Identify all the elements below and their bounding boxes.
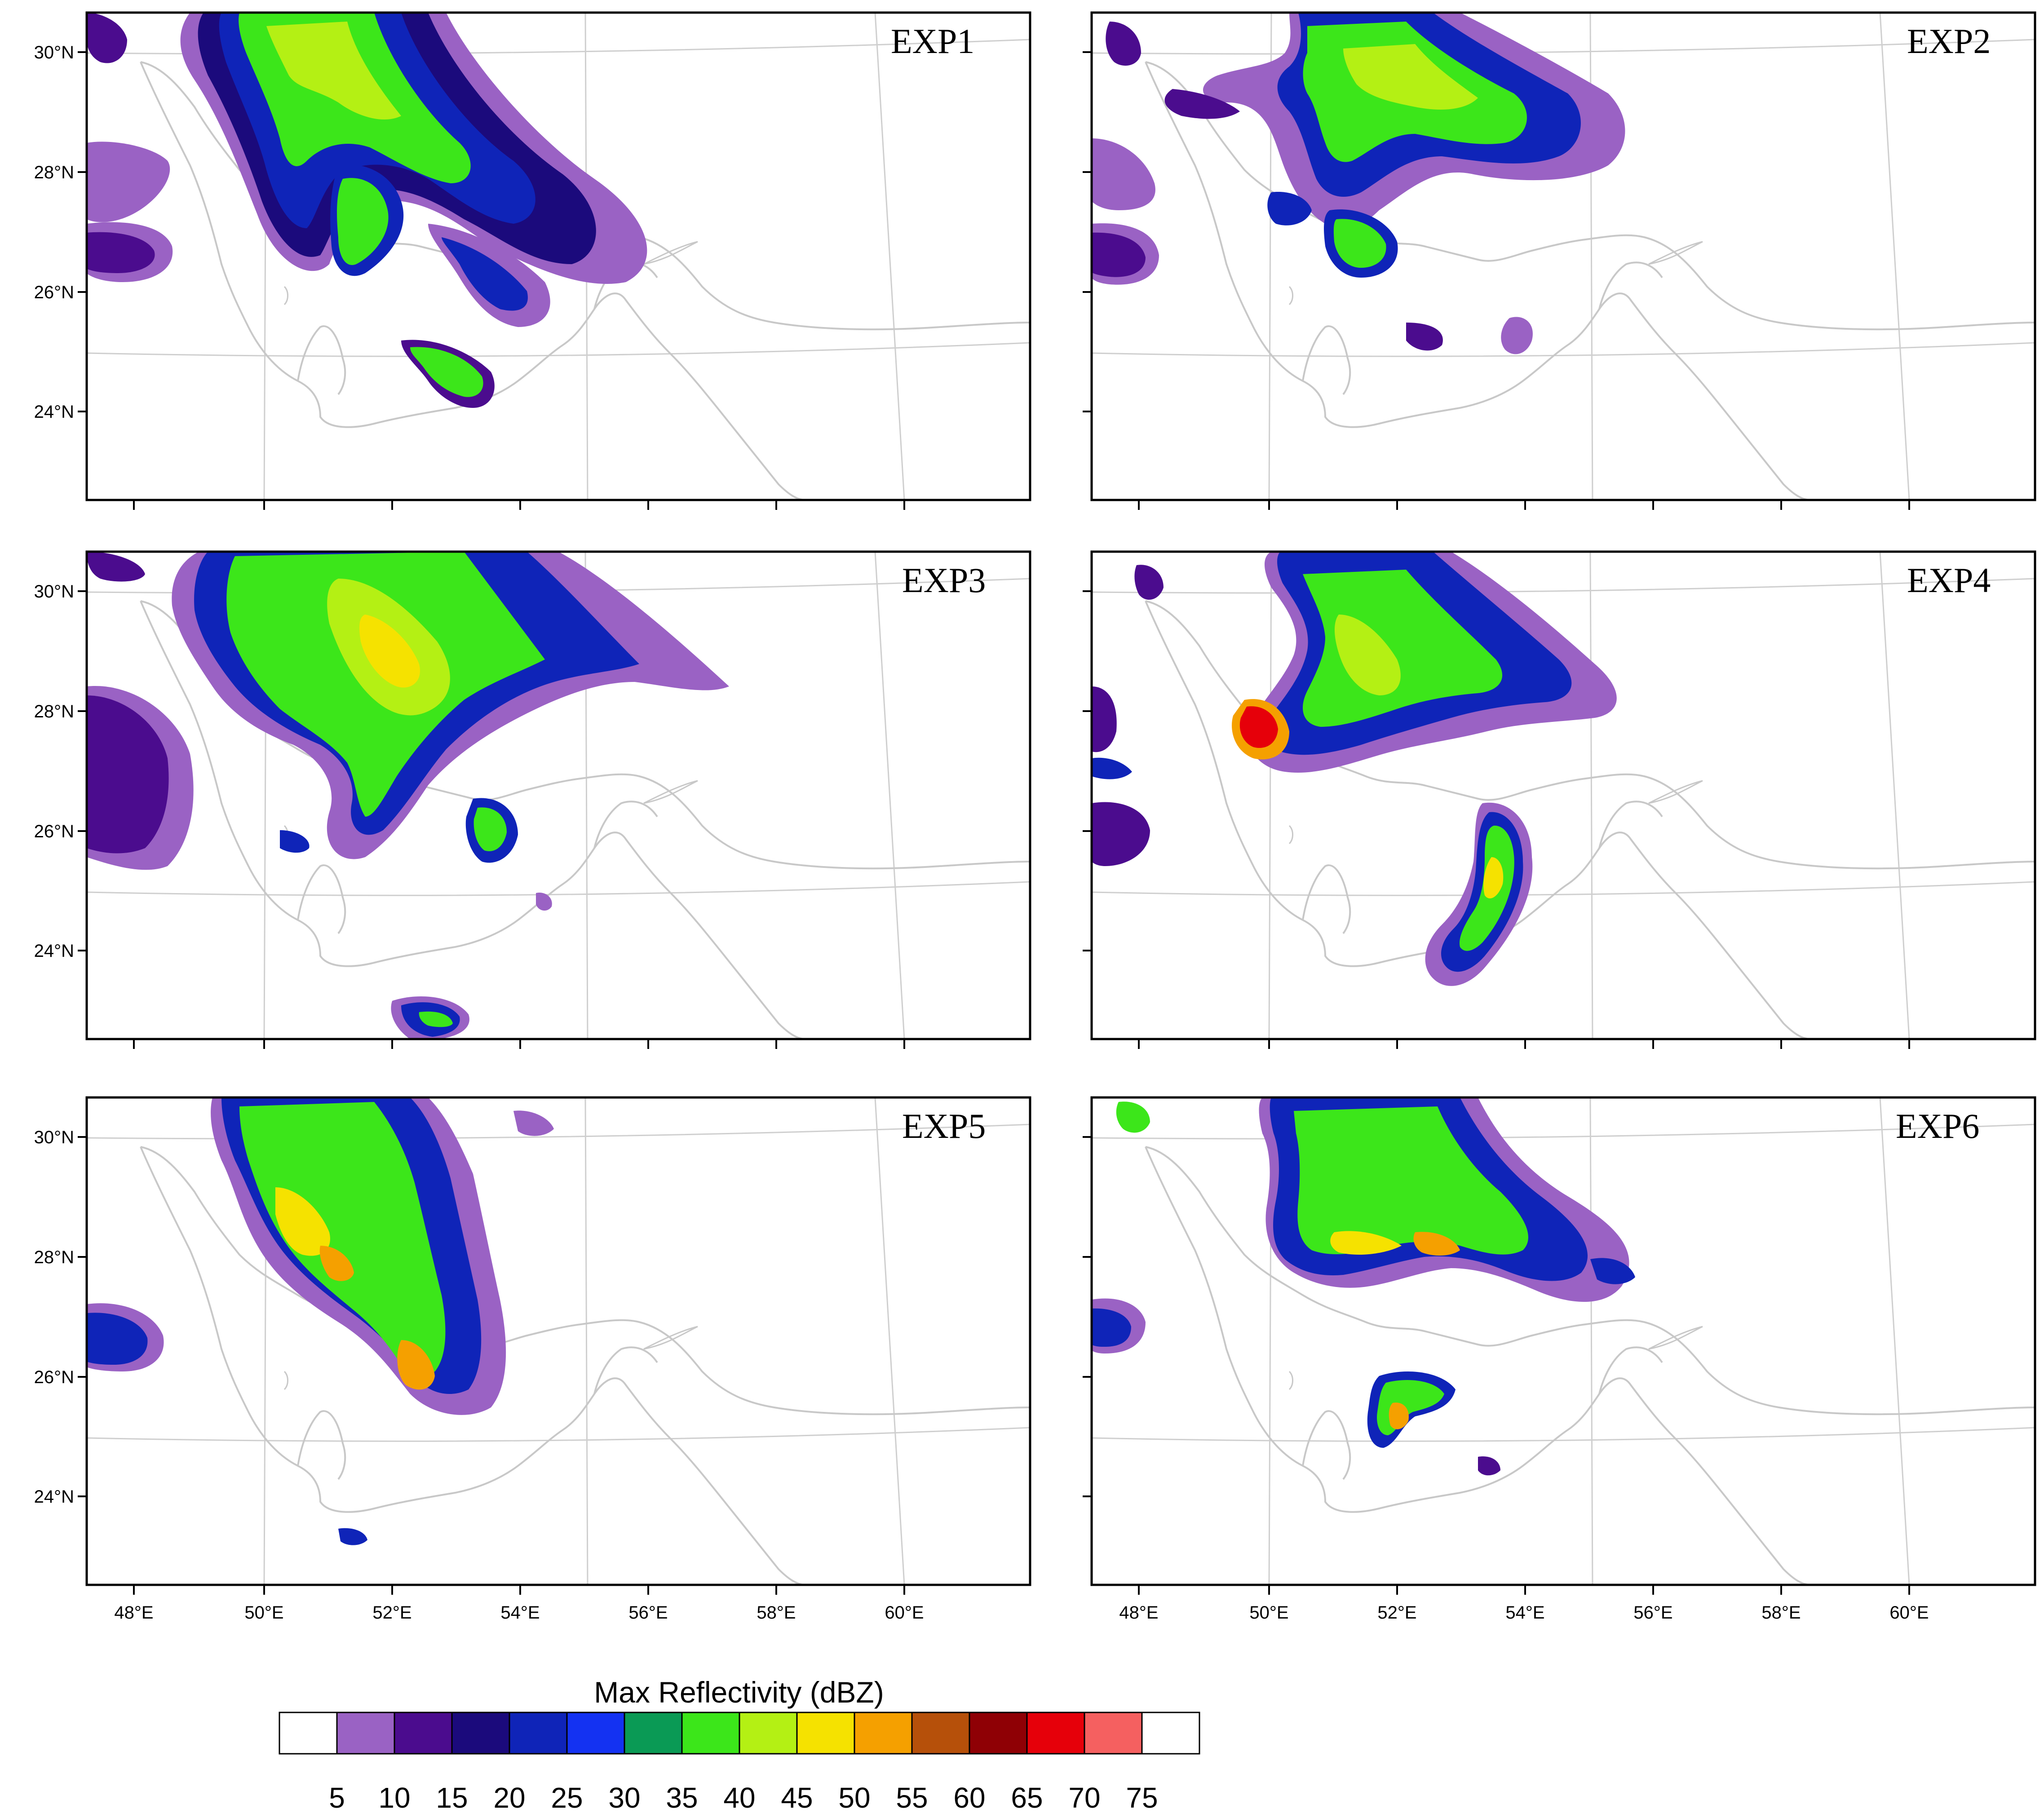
colorbar-tick-label: 70 <box>1068 1782 1100 1814</box>
lat-label: 30°N <box>34 1128 74 1147</box>
panel-exp4-label: EXP4 <box>1907 561 1991 600</box>
colorbar-tick-label: 35 <box>666 1782 698 1814</box>
colorbar-box <box>681 1712 740 1755</box>
panel-exp6-map <box>1092 1097 2035 1585</box>
colorbar-box <box>451 1712 510 1755</box>
panel-exp3: EXP3 <box>85 550 1031 1040</box>
lon-label: 58°E <box>757 1603 796 1623</box>
colorbar-title: Max Reflectivity (dBZ) <box>594 1676 884 1709</box>
colorbar-box <box>566 1712 625 1755</box>
lat-label: 28°N <box>34 1247 74 1267</box>
panel-exp5: EXP5 <box>85 1096 1031 1586</box>
colorbar-tick-label: 50 <box>838 1782 870 1814</box>
panel-exp3-map <box>87 552 1030 1039</box>
axes-layer: 30°N 28°N 26°N 24°N 30°N 28°N 26°N 24°N 30°N 28°N… <box>34 43 1929 1623</box>
colorbar-box <box>509 1712 568 1755</box>
colorbar-box <box>336 1712 395 1755</box>
lon-label: 48°E <box>1119 1603 1158 1623</box>
panel-exp3-label: EXP3 <box>902 561 986 600</box>
colorbar-boxes <box>279 1712 1200 1755</box>
colorbar-box <box>394 1712 453 1755</box>
colorbar-box <box>1141 1712 1200 1755</box>
colorbar: Max Reflectivity (dBZ) 5 10 15 20 25 30 35 40 45… <box>279 1676 1200 1814</box>
lat-label: 24°N <box>34 1487 74 1507</box>
lat-label: 24°N <box>34 941 74 961</box>
lon-label: 58°E <box>1761 1603 1801 1623</box>
panel-exp5-label: EXP5 <box>902 1106 986 1146</box>
panel-exp5-map <box>87 1097 1030 1585</box>
lon-label: 50°E <box>244 1603 283 1623</box>
lon-label: 52°E <box>372 1603 411 1623</box>
colorbar-tick-label: 15 <box>436 1782 468 1814</box>
panel-exp5-frame <box>85 1096 1031 1586</box>
panel-exp6-label: EXP6 <box>1896 1106 1979 1146</box>
lon-label: 48°E <box>114 1603 153 1623</box>
lon-label: 50°E <box>1249 1603 1288 1623</box>
lon-label: 56°E <box>628 1603 668 1623</box>
lon-label: 52°E <box>1377 1603 1416 1623</box>
panel-exp1-map <box>87 13 1030 500</box>
colorbar-box <box>911 1712 970 1755</box>
panel-exp2-frame <box>1090 11 2036 501</box>
colorbar-tick-label: 30 <box>608 1782 640 1814</box>
lat-label: 30°N <box>34 43 74 62</box>
colorbar-tick-label: 45 <box>781 1782 813 1814</box>
lat-label: 24°N <box>34 402 74 422</box>
colorbar-ticks: 5 10 15 20 25 30 35 40 45 50 55 60 65 70 75 <box>329 1782 1158 1814</box>
colorbar-tick-label: 40 <box>723 1782 755 1814</box>
colorbar-tick-label: 20 <box>493 1782 525 1814</box>
panel-exp1-label: EXP1 <box>891 22 974 61</box>
colorbar-tick-label: 5 <box>329 1782 345 1814</box>
lon-label: 60°E <box>1889 1603 1929 1623</box>
colorbar-tick-label: 25 <box>551 1782 583 1814</box>
lat-label: 30°N <box>34 582 74 602</box>
colorbar-tick-label: 60 <box>953 1782 985 1814</box>
lat-label: 26°N <box>34 822 74 841</box>
colorbar-tick-label: 65 <box>1011 1782 1043 1814</box>
colorbar-box <box>279 1712 338 1755</box>
lon-label: 54°E <box>1505 1603 1544 1623</box>
lon-label: 60°E <box>885 1603 924 1623</box>
colorbar-box <box>1084 1712 1143 1755</box>
panel-exp3-frame <box>85 550 1031 1040</box>
panel-exp4-map <box>1092 552 2035 1039</box>
lat-label: 26°N <box>34 1367 74 1387</box>
colorbar-box <box>739 1712 798 1755</box>
panel-exp2-map <box>1092 13 2035 500</box>
colorbar-box <box>624 1712 683 1755</box>
panel-exp6: EXP6 <box>1090 1096 2036 1586</box>
panel-exp1-frame <box>85 11 1031 501</box>
colorbar-box <box>854 1712 913 1755</box>
lat-label: 28°N <box>34 702 74 721</box>
lat-label: 28°N <box>34 163 74 182</box>
colorbar-tick-label: 55 <box>896 1782 928 1814</box>
panel-exp6-frame <box>1090 1096 2036 1586</box>
lon-label: 56°E <box>1633 1603 1672 1623</box>
colorbar-box <box>1026 1712 1085 1755</box>
panel-exp4: EXP4 <box>1090 550 2036 1040</box>
panel-exp2: EXP2 <box>1090 11 2036 501</box>
panel-exp4-frame <box>1090 550 2036 1040</box>
lat-label: 26°N <box>34 283 74 302</box>
colorbar-box <box>969 1712 1028 1755</box>
colorbar-tick-label: 75 <box>1126 1782 1158 1814</box>
colorbar-box <box>796 1712 855 1755</box>
panel-exp2-label: EXP2 <box>1907 22 1991 61</box>
lon-label: 54°E <box>500 1603 540 1623</box>
colorbar-tick-label: 10 <box>378 1782 410 1814</box>
panel-exp1: EXP1 <box>85 11 1031 501</box>
